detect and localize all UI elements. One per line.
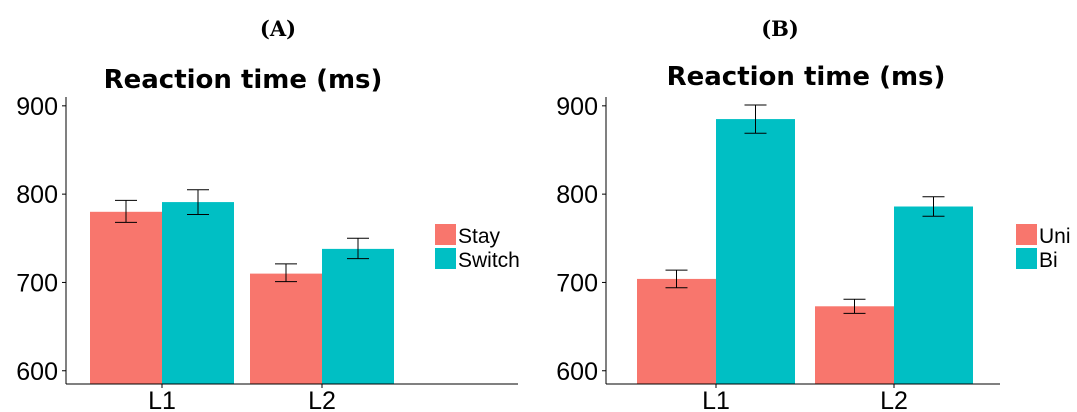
panel-b-errorbar-l2-bi: [922, 196, 945, 217]
panel-a-bar-l1-stay: [90, 211, 162, 384]
panel-a-y-tick-label: 900: [16, 93, 58, 121]
panel-a-errorbar-l1-stay: [115, 199, 137, 223]
panel-b-legend-label-uni: Uni: [1039, 225, 1071, 248]
panel-a-errorbar-l2-switch: [347, 237, 369, 260]
panel-a-title: Reaction time (ms): [104, 65, 383, 95]
panel-b-errorbar-l1-uni: [665, 269, 688, 289]
panel-b-errorbar-l1-bi: [744, 104, 767, 134]
panel-b-bar-l2-bi: [894, 206, 973, 384]
panel-a-legend-label-switch: Switch: [458, 249, 520, 272]
panel-b-title: Reaction time (ms): [667, 62, 946, 92]
panel-b-bar-l1-uni: [637, 278, 716, 384]
panel-b-x-tick-label: L1: [702, 387, 730, 412]
panel-b-errorbar-l2-uni: [843, 298, 866, 314]
panel-a-legend-swatch-stay: [435, 224, 456, 245]
panel-a-bar-l2-stay: [250, 273, 322, 384]
panel-a-legend-label-stay: Stay: [458, 225, 501, 248]
panel-b-label: (B): [761, 16, 799, 41]
panel-a-bar-l1-switch: [162, 202, 234, 384]
panel-a-x-tick-label: L2: [308, 387, 336, 412]
panel-b-bar-l2-uni: [815, 306, 894, 384]
panel-a-y-tick-label: 800: [16, 181, 58, 209]
panel-b-legend-swatch-bi: [1016, 248, 1037, 269]
panel-a-errorbar-l1-switch: [187, 189, 209, 215]
panel-b-y-tick-label: 700: [556, 269, 598, 297]
panel-b-y-tick-label: 600: [556, 358, 598, 386]
panel-a-label: (A): [260, 16, 296, 41]
panel-b: (B) Reaction time (ms) 600 700 800 900 L1 L2 U…: [556, 16, 1070, 412]
panel-b-bar-l1-bi: [716, 119, 795, 385]
panel-a-bar-l2-switch: [322, 248, 394, 384]
panel-a-legend-swatch-switch: [435, 248, 456, 269]
panel-a-y-tick-label: 600: [16, 358, 58, 386]
panel-b-legend-swatch-uni: [1016, 224, 1037, 245]
panel-b-legend-label-bi: Bi: [1039, 249, 1058, 272]
panel-a: (A) Reaction time (ms) 600 700 800 900 L1 L2 S…: [16, 16, 520, 412]
panel-a-y-tick-label: 700: [16, 269, 58, 297]
panel-a-errorbar-l2-stay: [275, 263, 297, 283]
panel-a-x-tick-label: L1: [148, 387, 176, 412]
panel-b-x-tick-label: L2: [880, 387, 908, 412]
panel-b-y-tick-label: 800: [556, 181, 598, 209]
panel-b-y-tick-label: 900: [556, 93, 598, 121]
